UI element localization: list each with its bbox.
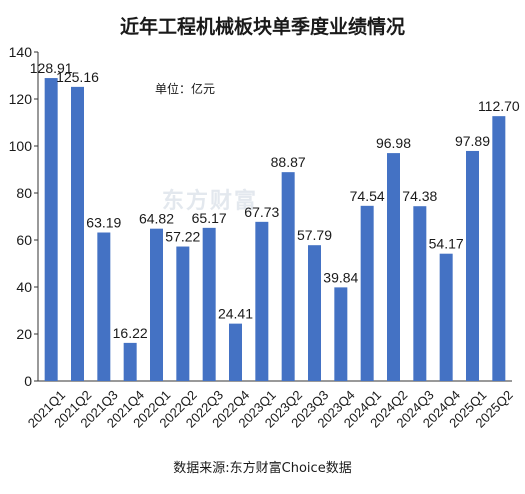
bar (229, 323, 242, 381)
bar (281, 172, 295, 381)
bar (150, 228, 163, 381)
y-tick-label: 140 (9, 44, 33, 60)
chart-title: 近年工程机械板块单季度业绩情况 (119, 16, 405, 38)
y-tick-label: 60 (16, 232, 32, 248)
data-label: 74.38 (402, 188, 437, 204)
bar (202, 227, 216, 381)
unit-label: 单位：亿元 (155, 82, 216, 96)
bar (387, 153, 400, 381)
data-label: 125.16 (56, 69, 99, 85)
data-label: 97.89 (455, 133, 490, 149)
data-label: 65.17 (192, 210, 227, 226)
bar (439, 253, 453, 381)
data-label: 39.84 (323, 269, 358, 285)
bar (44, 78, 58, 382)
bar (97, 232, 111, 381)
y-tick-label: 100 (9, 138, 33, 154)
data-label: 96.98 (376, 135, 411, 151)
bar (413, 206, 427, 381)
bar (255, 221, 269, 381)
data-label: 54.17 (429, 236, 464, 252)
bar (176, 246, 190, 381)
data-label: 112.70 (478, 98, 520, 114)
y-tick-label: 20 (16, 326, 32, 342)
data-label: 57.22 (165, 229, 200, 245)
bar (334, 287, 348, 381)
bar (123, 342, 137, 381)
y-tick-label: 120 (9, 91, 33, 107)
bar (308, 245, 321, 381)
y-tick-label: 40 (16, 279, 32, 295)
data-label: 57.79 (297, 227, 332, 243)
bar (360, 205, 374, 381)
bar (492, 116, 506, 381)
data-label: 128.91 (30, 60, 73, 76)
data-label: 88.87 (271, 154, 306, 170)
watermark: 东方财富 (162, 189, 259, 214)
data-label: 74.54 (350, 188, 385, 204)
data-label: 63.19 (86, 215, 121, 231)
data-label: 64.82 (139, 211, 174, 227)
data-label: 24.41 (218, 306, 253, 322)
y-tick-label: 80 (16, 185, 32, 201)
bar (466, 150, 479, 381)
data-label: 16.22 (113, 325, 148, 341)
bar (71, 86, 84, 382)
source-label: 数据来源:东方财富Choice数据 (173, 461, 352, 476)
data-label: 67.73 (244, 204, 279, 220)
y-tick-label: 0 (24, 373, 32, 389)
